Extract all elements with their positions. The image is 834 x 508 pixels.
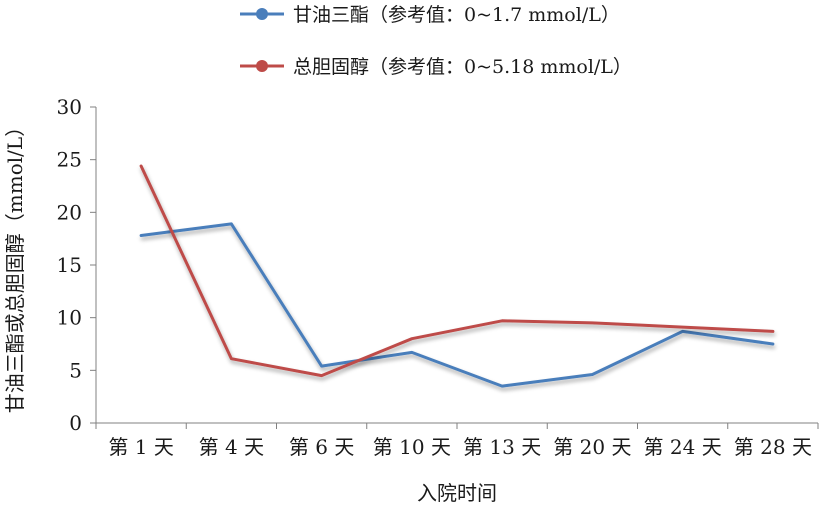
x-tick-label: 第 20 天 [553,435,631,459]
y-tick-label: 30 [57,95,82,119]
y-tick-label: 5 [69,358,82,382]
x-axis-label: 入院时间 [417,481,497,505]
legend-marker-2 [256,60,268,72]
legend-item-2: 总胆固醇（参考值：0~5.18 mmol/L） [240,56,632,78]
x-tick-label: 第 4 天 [199,435,264,459]
series-line-1 [139,222,775,388]
y-axis-label: 甘油三酯或总胆固醇（mmol/L） [3,117,27,413]
y-tick-label: 25 [57,148,82,172]
y-tick-label: 20 [57,200,82,224]
legend: 甘油三酯（参考值：0~1.7 mmol/L） 总胆固醇（参考值：0~5.18 mm… [240,4,632,78]
legend-item-1: 甘油三酯（参考值：0~1.7 mmol/L） [240,4,620,26]
legend-label-1: 甘油三酯（参考值：0~1.7 mmol/L） [293,4,620,26]
x-tick-label: 第 24 天 [644,435,722,459]
axes: 051015202530第 1 天第 4 天第 6 天第 10 天第 13 天第… [57,95,819,459]
x-tick-label: 第 10 天 [373,435,451,459]
y-tick-label: 0 [69,411,82,435]
x-tick-label: 第 28 天 [734,435,812,459]
y-tick-label: 10 [57,306,82,330]
series-layer [139,164,775,388]
x-tick-label: 第 13 天 [463,435,541,459]
series-line-2 [139,164,775,378]
legend-label-2: 总胆固醇（参考值：0~5.18 mmol/L） [293,56,632,78]
y-tick-label: 15 [57,253,82,277]
x-tick-label: 第 6 天 [289,435,354,459]
legend-marker-1 [256,8,268,20]
x-tick-label: 第 1 天 [108,435,173,459]
